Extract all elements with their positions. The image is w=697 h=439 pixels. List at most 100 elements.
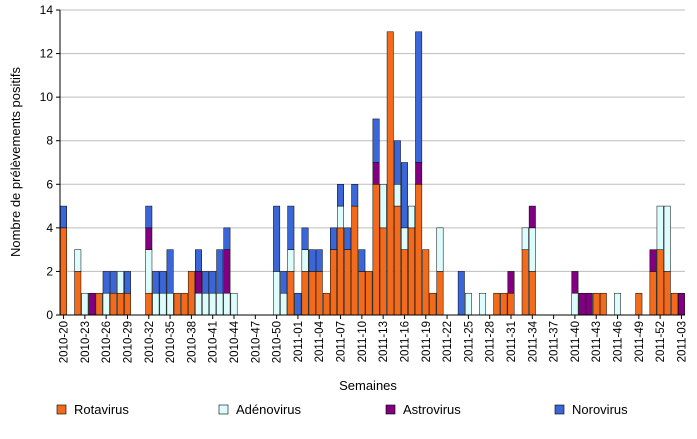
bar-segment-norovirus bbox=[329, 227, 337, 250]
x-tick-label: 2010-20 bbox=[59, 321, 71, 363]
bar-segment-adénovirus bbox=[479, 292, 487, 316]
y-tick-label: 14 bbox=[40, 3, 54, 17]
y-tick-label: 4 bbox=[46, 221, 53, 235]
bar-segment-rotavirus bbox=[145, 292, 153, 316]
x-tick-label: 2010-47 bbox=[250, 321, 262, 363]
bar-segment-astrovirus bbox=[578, 292, 586, 316]
bar-segment-astrovirus bbox=[195, 271, 202, 294]
bar-segment-rotavirus bbox=[308, 271, 316, 316]
bars bbox=[60, 31, 685, 316]
bar-segment-rotavirus bbox=[95, 292, 103, 316]
bar-segment-rotavirus bbox=[436, 271, 444, 316]
bar-segment-astrovirus bbox=[571, 271, 579, 294]
bar-segment-rotavirus bbox=[386, 31, 394, 316]
bar-segment-rotavirus bbox=[415, 184, 423, 316]
bar-segment-norovirus bbox=[60, 205, 67, 229]
bar-segment-rotavirus bbox=[500, 292, 508, 316]
bar-segment-norovirus bbox=[195, 249, 202, 272]
bar-segment-rotavirus bbox=[344, 249, 352, 316]
bar-segment-norovirus bbox=[273, 205, 281, 272]
bar-segment-astrovirus bbox=[649, 249, 657, 272]
x-tick-label: 2011-49 bbox=[634, 321, 646, 362]
x-tick-label: 2011-13 bbox=[378, 321, 390, 362]
x-tick-label: 2011-01 bbox=[293, 321, 305, 362]
bar-segment-norovirus bbox=[159, 271, 167, 294]
bar-segment-rotavirus bbox=[670, 292, 678, 316]
x-tick-label: 2010-41 bbox=[208, 321, 220, 363]
bar-segment-rotavirus bbox=[329, 249, 337, 316]
bar-segment-astrovirus bbox=[528, 205, 536, 229]
bar-segment-rotavirus bbox=[337, 227, 344, 316]
bar-segment-astrovirus bbox=[145, 227, 153, 250]
x-tick-label: 2011-52 bbox=[655, 321, 667, 362]
bar-segment-rotavirus bbox=[507, 292, 515, 316]
bar-segment-astrovirus bbox=[372, 162, 380, 185]
bar-segment-norovirus bbox=[109, 271, 117, 294]
legend-label-norovirus: Norovirus bbox=[572, 402, 628, 417]
bar-segment-rotavirus bbox=[663, 271, 671, 316]
bar-segment-norovirus bbox=[372, 118, 380, 163]
x-tick-label: 2010-44 bbox=[229, 320, 241, 363]
bar-segment-adénovirus bbox=[280, 292, 288, 316]
bar-segment-adénovirus bbox=[216, 292, 224, 316]
bar-segment-norovirus bbox=[457, 271, 465, 316]
bar-segment-rotavirus bbox=[287, 271, 295, 316]
x-tick-label: 2011-04 bbox=[314, 320, 326, 362]
y-tick-label: 8 bbox=[46, 134, 53, 148]
bar-segment-norovirus bbox=[223, 227, 231, 250]
x-tick-label: 2010-26 bbox=[101, 321, 113, 363]
x-tick-label: 2010-32 bbox=[144, 321, 156, 363]
bar-segment-norovirus bbox=[393, 140, 401, 185]
x-tick-label: 2011-31 bbox=[506, 321, 518, 362]
bar-segment-astrovirus bbox=[507, 271, 515, 294]
bar-segment-norovirus bbox=[358, 249, 366, 272]
x-tick-label: 2010-29 bbox=[122, 321, 134, 363]
bar-segment-norovirus bbox=[209, 271, 217, 294]
bar-segment-rotavirus bbox=[592, 292, 600, 316]
bar-segment-adénovirus bbox=[230, 292, 238, 316]
bar-segment-adénovirus bbox=[273, 271, 281, 316]
bar-segment-norovirus bbox=[401, 162, 408, 229]
bar-segment-norovirus bbox=[294, 292, 302, 316]
bar-segment-adénovirus bbox=[528, 227, 536, 272]
bar-segment-norovirus bbox=[280, 271, 288, 294]
bar-segment-rotavirus bbox=[422, 249, 430, 316]
x-tick-label: 2011-46 bbox=[613, 321, 625, 362]
bar-segment-norovirus bbox=[344, 227, 352, 250]
legend-label-adénovirus: Adénovirus bbox=[236, 402, 302, 417]
bar-segment-rotavirus bbox=[365, 271, 373, 316]
legend-swatch-norovirus bbox=[554, 404, 565, 415]
bar-segment-adénovirus bbox=[166, 292, 174, 316]
bar-segment-rotavirus bbox=[599, 292, 607, 316]
bar-segment-rotavirus bbox=[379, 227, 387, 316]
bar-segment-adénovirus bbox=[81, 292, 89, 316]
bar-segment-adénovirus bbox=[436, 227, 444, 272]
bar-segment-adénovirus bbox=[202, 292, 210, 316]
bar-segment-norovirus bbox=[152, 271, 160, 294]
bar-segment-adénovirus bbox=[287, 249, 295, 272]
bar-segment-norovirus bbox=[124, 271, 131, 294]
bar-segment-rotavirus bbox=[109, 292, 117, 316]
bar-segment-astrovirus bbox=[415, 162, 423, 185]
y-axis-label: Nombre de prélèvements positifs bbox=[8, 66, 23, 257]
legend: Rotavirus Adénovirus Astrovirus Norovirus bbox=[56, 402, 628, 417]
legend-swatch-adénovirus bbox=[218, 404, 229, 415]
bar-segment-rotavirus bbox=[408, 227, 416, 316]
bar-segment-rotavirus bbox=[322, 292, 330, 316]
bar-segment-adénovirus bbox=[401, 227, 408, 250]
bar-segment-rotavirus bbox=[393, 205, 401, 316]
bar-segment-rotavirus bbox=[528, 271, 536, 316]
bar-segment-norovirus bbox=[202, 271, 210, 294]
bar-segment-rotavirus bbox=[635, 292, 643, 316]
bar-segment-adénovirus bbox=[195, 292, 202, 316]
bar-segment-norovirus bbox=[301, 227, 309, 250]
x-tick-label: 2011-34 bbox=[527, 320, 539, 362]
bar-segment-rotavirus bbox=[124, 292, 131, 316]
x-tick-label: 2011-07 bbox=[336, 321, 348, 362]
bar-segment-adénovirus bbox=[116, 271, 124, 294]
x-tick-label: 2011-10 bbox=[357, 321, 369, 362]
legend-swatch-rotavirus bbox=[56, 404, 67, 415]
bar-segment-rotavirus bbox=[401, 249, 408, 316]
bar-segment-norovirus bbox=[166, 249, 174, 294]
